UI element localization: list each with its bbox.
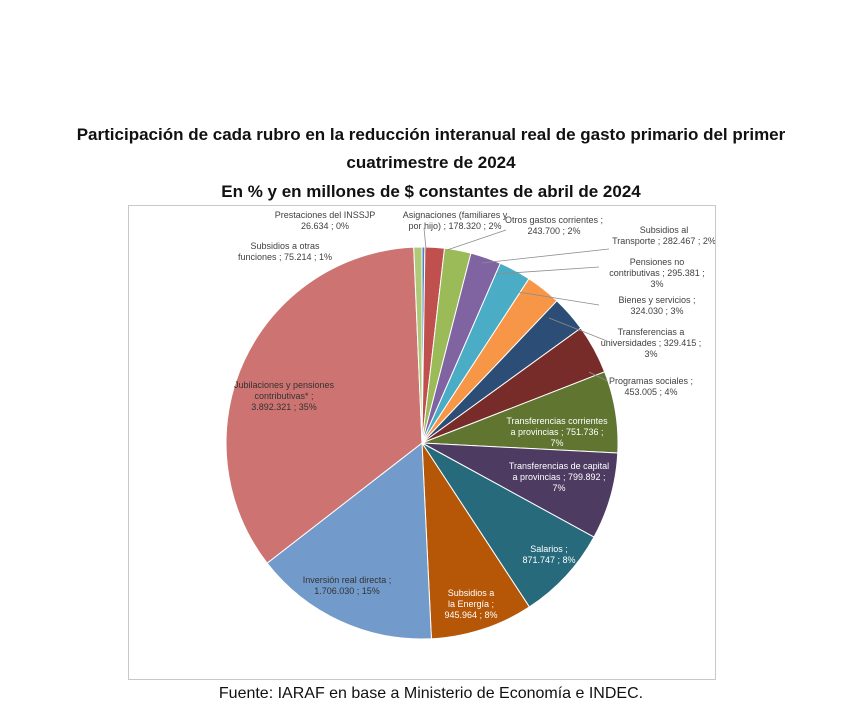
slice-label-3: Subsidios al Transporte ; 282.467 ; 2% bbox=[612, 225, 715, 246]
slice-label-11: Subsidios a la Energía ; 945.964 ; 8% bbox=[444, 588, 497, 620]
chart-title-line-2: cuatrimestre de 2024 bbox=[346, 153, 516, 172]
slice-label-6: Transferencias a universidades ; 329.415 … bbox=[601, 327, 702, 359]
leader-line-1 bbox=[423, 227, 427, 250]
slice-label-4: Pensiones no contributivas ; 295.381 ; 3% bbox=[609, 257, 705, 289]
leader-line-2 bbox=[446, 229, 507, 251]
pie-slice-12 bbox=[266, 442, 432, 640]
leader-line-3 bbox=[481, 248, 610, 264]
pie-slice-13 bbox=[225, 246, 423, 564]
slice-label-0: Prestaciones del INSSJP 26.634 ; 0% bbox=[275, 210, 376, 231]
leader-line-5 bbox=[517, 291, 600, 306]
pie-chart: Prestaciones del INSSJP 26.634 ; 0% Asigna… bbox=[225, 210, 715, 640]
chart-subtitle: En % y en millones de $ constantes de ab… bbox=[221, 182, 641, 201]
slice-label-13: Jubilaciones y pensiones contributivas* ;… bbox=[234, 380, 335, 412]
slice-label-12: Inversión real directa ; 1.706.030 ; 15% bbox=[303, 575, 392, 596]
slice-label-1: Asignaciones (familiares y por hijo) ; 17… bbox=[403, 210, 508, 231]
slice-label-5: Bienes y servicios ; 324.030 ; 3% bbox=[618, 295, 695, 316]
leader-line-7 bbox=[588, 371, 608, 382]
pie-slice-11 bbox=[421, 441, 531, 640]
slice-label-14: Subsidios a otras funciones ; 75.214 ; 1% bbox=[238, 241, 332, 262]
slice-label-10: Salarios ; 871.747 ; 8% bbox=[522, 544, 575, 565]
slice-label-2: Otros gastos corrientes ; 243.700 ; 2% bbox=[505, 215, 603, 236]
source-note: Fuente: IARAF en base a Ministerio de Ec… bbox=[218, 685, 644, 702]
slice-label-9: Transferencias de capital a provincias ; … bbox=[509, 461, 609, 493]
chart-frame: Prestaciones del INSSJP 26.634 ; 0% Asigna… bbox=[128, 205, 716, 680]
chart-title-line-1: Participación de cada rubro en la reducc… bbox=[76, 125, 786, 144]
leader-line-6 bbox=[548, 317, 608, 342]
leader-line-4 bbox=[495, 266, 600, 275]
pie-slice-14 bbox=[413, 246, 423, 444]
slice-label-8: Transferencias corrientes a provincias ; … bbox=[506, 416, 608, 448]
pie-slice-10 bbox=[421, 442, 595, 608]
slice-label-7: Programas sociales ; 453.005 ; 4% bbox=[609, 376, 693, 397]
